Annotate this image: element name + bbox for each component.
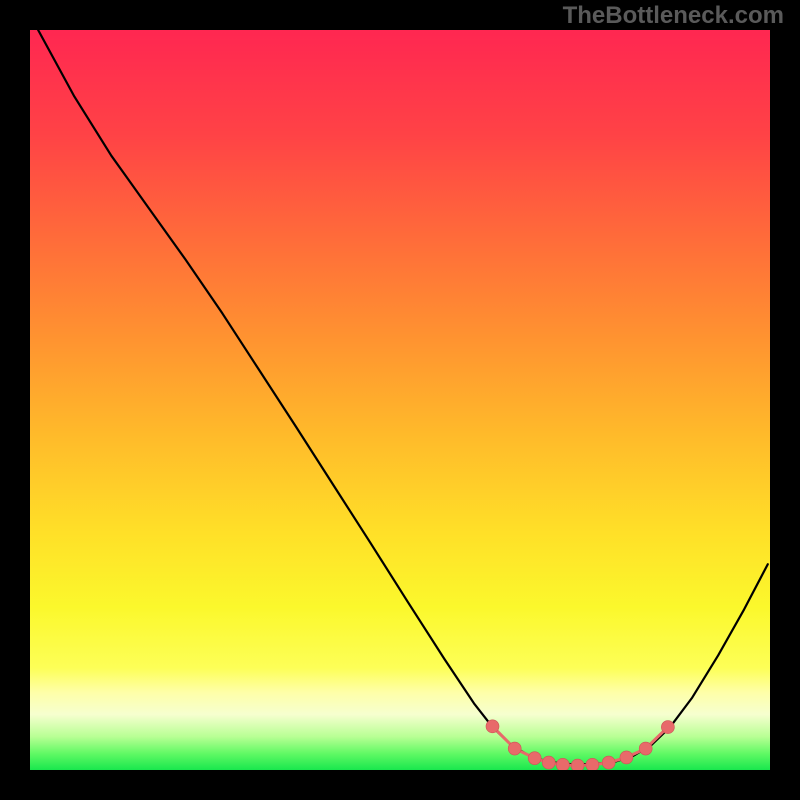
marker-dot [639, 742, 652, 755]
watermark-label: TheBottleneck.com [563, 2, 784, 30]
marker-dot [556, 758, 569, 770]
marker-dot [661, 721, 674, 734]
marker-dot [571, 759, 584, 770]
marker-dot [602, 756, 615, 769]
marker-dot [528, 752, 541, 765]
marker-dot [542, 756, 555, 769]
marker-dot [620, 751, 633, 764]
gradient-background [30, 30, 770, 770]
plot-svg [30, 30, 770, 770]
marker-dot [508, 742, 521, 755]
marker-dot [486, 720, 499, 733]
marker-dot [586, 758, 599, 770]
chart-stage: TheBottleneck.com [0, 0, 800, 800]
plot-area [30, 30, 770, 770]
